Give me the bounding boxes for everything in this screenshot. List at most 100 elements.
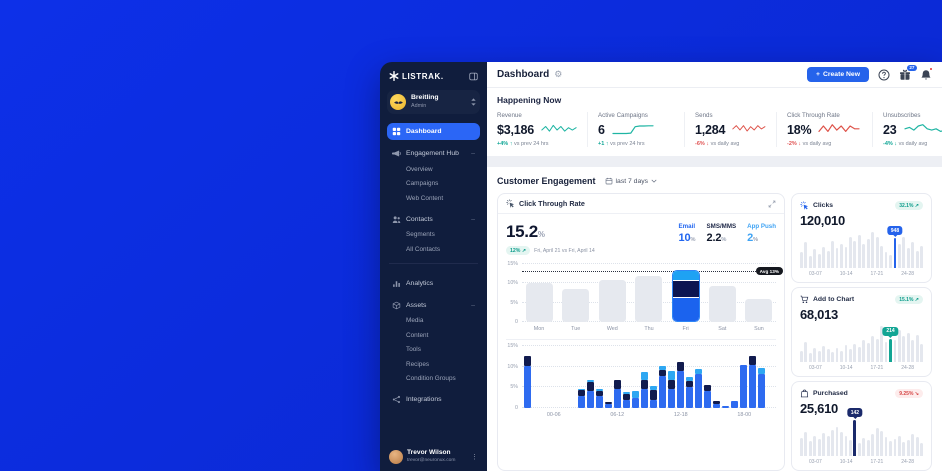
mini-bar[interactable] (875, 339, 879, 362)
mini-bar[interactable] (808, 441, 812, 456)
mini-bar[interactable] (897, 330, 901, 362)
sidebar-item-engagement-hub[interactable]: Engagement Hub – (387, 145, 480, 162)
mini-bar[interactable] (813, 347, 817, 362)
mini-bar[interactable] (911, 433, 915, 456)
mini-bar[interactable] (826, 349, 830, 362)
mini-bar[interactable] (822, 246, 826, 268)
day-bar[interactable] (708, 286, 736, 322)
mini-bar[interactable] (884, 437, 888, 456)
mini-bar[interactable] (906, 248, 910, 268)
mini-bar[interactable] (862, 438, 866, 456)
day-bar[interactable] (562, 289, 590, 322)
mini-bar[interactable] (866, 440, 870, 456)
mini-bar[interactable] (866, 238, 870, 268)
mini-bar[interactable] (848, 237, 852, 268)
mini-bar[interactable] (857, 234, 861, 268)
sidebar-item-contacts[interactable]: Contacts – (387, 211, 480, 228)
mini-bar[interactable] (897, 244, 901, 268)
sidebar-subitem-media[interactable]: Media (406, 317, 424, 325)
mini-bar[interactable] (822, 346, 826, 362)
mini-bar[interactable] (853, 343, 857, 362)
mini-bar[interactable] (826, 436, 830, 456)
mini-bar[interactable] (880, 326, 884, 362)
mini-bar[interactable]: 948 (887, 226, 903, 268)
mini-bar[interactable] (813, 249, 817, 268)
day-bar[interactable] (745, 298, 773, 322)
mini-bar[interactable] (911, 340, 915, 362)
sidebar-item-analytics[interactable]: Analytics (387, 275, 480, 292)
mini-bar[interactable] (862, 340, 866, 362)
mini-bar[interactable] (844, 435, 848, 456)
mini-bar[interactable] (902, 442, 906, 456)
mini-bar[interactable] (848, 349, 852, 362)
mini-bar[interactable] (800, 251, 803, 268)
sidebar-subitem-overview[interactable]: Overview (406, 165, 433, 173)
mini-bar[interactable] (822, 433, 826, 456)
mini-bar[interactable] (884, 251, 888, 268)
gift-icon[interactable]: 27 (899, 64, 917, 81)
mini-bar[interactable] (920, 245, 924, 268)
create-new-button[interactable]: + Create New (806, 67, 869, 82)
mini-bar[interactable] (848, 440, 852, 456)
sidebar-item-dashboard[interactable]: Dashboard (387, 123, 480, 140)
mini-bar[interactable] (875, 428, 879, 456)
sidebar-subitem-recipes[interactable]: Recipes (406, 360, 430, 368)
mini-bar[interactable] (889, 441, 892, 456)
mini-bar[interactable] (835, 427, 839, 456)
mini-bar[interactable] (800, 351, 803, 362)
mini-bar[interactable] (804, 342, 808, 362)
mini-bar[interactable] (871, 232, 875, 268)
mini-bar[interactable]: 142 (847, 408, 863, 456)
mini-bar[interactable] (831, 240, 835, 268)
collapse-dash-icon[interactable]: – (471, 215, 475, 223)
mini-bar[interactable] (915, 437, 919, 456)
mini-bar[interactable] (871, 336, 875, 362)
sidebar-subitem-condition-groups[interactable]: Condition Groups (406, 375, 456, 383)
mini-bar[interactable] (884, 342, 888, 362)
mini-bar[interactable] (826, 250, 830, 268)
mini-bar[interactable] (800, 438, 803, 456)
mini-bar[interactable] (906, 439, 910, 456)
mini-bar[interactable] (875, 237, 879, 268)
sidebar-subitem-content[interactable]: Content (406, 331, 429, 339)
bell-icon[interactable] (920, 66, 933, 81)
sidebar-subitem-all-contacts[interactable]: All Contacts (406, 245, 441, 253)
mini-bar[interactable] (813, 435, 817, 456)
mini-bar[interactable] (831, 429, 835, 456)
mini-bar[interactable] (808, 352, 812, 362)
mini-bar[interactable] (804, 242, 808, 268)
mini-bar[interactable] (880, 430, 884, 456)
sidebar-item-integrations[interactable]: Integrations (387, 391, 480, 408)
mini-bar[interactable] (902, 237, 906, 268)
mini-bar[interactable] (871, 433, 875, 456)
collapse-dash-icon[interactable]: – (471, 150, 475, 157)
user-profile[interactable]: Trevor Wilson trevor@neuronux.com ⋮ (387, 443, 480, 464)
mini-bar[interactable] (840, 350, 843, 362)
page-settings-gear-icon[interactable]: ⚙ (554, 69, 563, 79)
mini-bar[interactable] (817, 351, 821, 362)
mini-bar[interactable] (840, 432, 843, 456)
sidebar-subitem-campaigns[interactable]: Campaigns (406, 180, 439, 188)
mini-bar[interactable] (911, 242, 915, 268)
user-menu-dots-icon[interactable]: ⋮ (471, 453, 478, 461)
mini-bar[interactable] (915, 250, 919, 268)
mini-bar[interactable] (853, 241, 857, 268)
day-bar[interactable] (635, 276, 663, 322)
mini-bar[interactable] (893, 438, 897, 456)
date-range-selector[interactable]: last 7 days (605, 177, 658, 185)
mini-bar[interactable] (835, 348, 839, 362)
mini-bar[interactable] (844, 246, 848, 268)
mini-bar[interactable] (906, 333, 910, 362)
sidebar-collapse-icon[interactable] (469, 72, 478, 81)
day-bar[interactable] (525, 283, 553, 322)
mini-bar[interactable] (857, 442, 861, 456)
expand-icon[interactable] (768, 200, 776, 208)
mini-bar[interactable] (862, 244, 866, 268)
mini-bar[interactable] (880, 245, 884, 268)
sidebar-subitem-tools[interactable]: Tools (406, 346, 421, 354)
mini-bar[interactable] (844, 345, 848, 362)
mini-bar[interactable] (920, 442, 924, 456)
mini-bar[interactable] (893, 340, 897, 362)
mini-bar[interactable] (817, 438, 821, 456)
selected-day-bar[interactable] (671, 269, 700, 322)
